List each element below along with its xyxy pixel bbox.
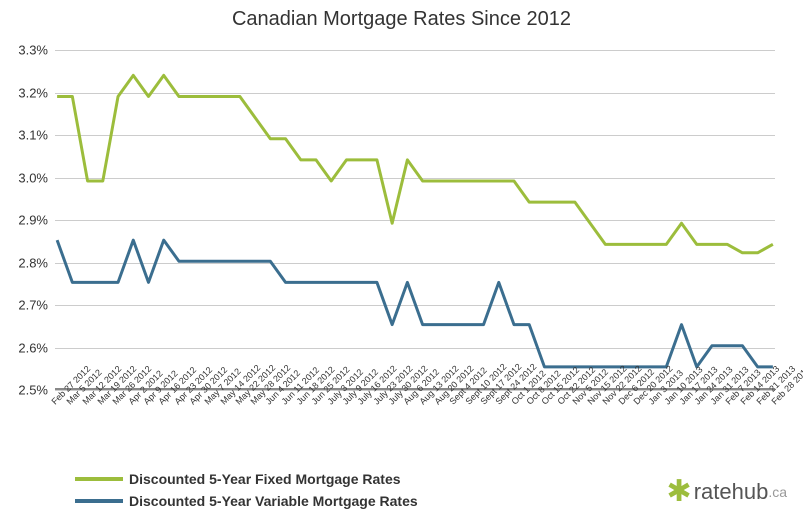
x-axis-label: Sept 24 2012 xyxy=(494,399,501,406)
y-axis-label: 2.7% xyxy=(18,298,48,313)
y-axis-label: 2.6% xyxy=(18,340,48,355)
logo-star-icon: ✱ xyxy=(667,474,692,509)
x-axis-label: Jun 18 2012 xyxy=(295,399,302,406)
x-axis-label: Feb 7 2013 xyxy=(723,399,730,406)
logo-suffix: .ca xyxy=(768,484,787,500)
x-axis-label: July 23 2012 xyxy=(371,399,378,406)
plot-area xyxy=(55,50,775,390)
x-axis-label: Mar 5 2012 xyxy=(65,399,72,406)
legend-item: Discounted 5-Year Variable Mortgage Rate… xyxy=(75,493,418,509)
x-axis-label: Apr 16 2012 xyxy=(157,399,164,406)
series-line xyxy=(57,240,773,367)
x-axis-label: Mar 26 2012 xyxy=(111,399,118,406)
x-axis-label: May 14 2012 xyxy=(218,399,225,406)
x-axis-label: Aug 6 2012 xyxy=(402,399,409,406)
x-axis-label: Nov 22 2012 xyxy=(601,399,608,406)
x-axis-label: Jun 11 2012 xyxy=(279,399,286,406)
y-axis: 3.3%3.2%3.1%3.0%2.9%2.8%2.7%2.6%2.5% xyxy=(0,50,52,390)
x-axis-label: Jun 25 2012 xyxy=(310,399,317,406)
x-axis-label: Oct 15 2012 xyxy=(540,399,547,406)
x-axis-label: Feb 21 2013 xyxy=(754,399,761,406)
ratehub-logo: ✱ ratehub .ca xyxy=(667,474,787,509)
x-axis-label: Aug 20 2012 xyxy=(432,399,439,406)
y-axis-label: 3.3% xyxy=(18,43,48,58)
x-axis-label: July 30 2012 xyxy=(386,399,393,406)
x-axis-label: Dec 6 2012 xyxy=(616,399,623,406)
legend-swatch xyxy=(75,499,123,503)
x-axis-label: Feb 28 2013 xyxy=(769,399,776,406)
x-axis-label: Sept 10 2012 xyxy=(463,399,470,406)
x-axis-label: Apr 23 2012 xyxy=(172,399,179,406)
x-axis-label: Sept 4 2012 xyxy=(448,399,455,406)
legend-swatch xyxy=(75,477,123,481)
x-axis-label: Feb 14 2013 xyxy=(739,399,746,406)
y-axis-label: 3.2% xyxy=(18,85,48,100)
x-axis-label: Aug 13 2012 xyxy=(417,399,424,406)
y-axis-label: 3.0% xyxy=(18,170,48,185)
x-axis-label: Nov 15 2012 xyxy=(586,399,593,406)
x-axis-label: Mar 19 2012 xyxy=(95,399,102,406)
x-axis-label: Jan 31 2013 xyxy=(708,399,715,406)
x-axis-label: Apr 30 2012 xyxy=(187,399,194,406)
x-axis-label: Oct 8 2012 xyxy=(524,399,531,406)
x-axis-label: Dec 20 2012 xyxy=(632,399,639,406)
x-axis-label: May 22 2012 xyxy=(233,399,240,406)
x-axis-label: Jan 24 2013 xyxy=(693,399,700,406)
x-axis-label: Nov 5 2012 xyxy=(570,399,577,406)
x-axis-label: May 28 2012 xyxy=(249,399,256,406)
x-axis-label: Feb 27 2012 xyxy=(49,399,56,406)
x-axis-label: Oct 1 2012 xyxy=(509,399,516,406)
y-axis-label: 3.1% xyxy=(18,128,48,143)
x-axis-label: Apr 9 2012 xyxy=(141,399,148,406)
x-axis-label: Oct 22 2012 xyxy=(555,399,562,406)
x-axis-label: Jan 10 2013 xyxy=(662,399,669,406)
legend-label: Discounted 5-Year Fixed Mortgage Rates xyxy=(129,471,401,487)
legend: Discounted 5-Year Fixed Mortgage Rates Di… xyxy=(75,471,418,515)
series-line xyxy=(57,75,773,252)
y-axis-label: 2.9% xyxy=(18,213,48,228)
x-axis-label: Jan 3 2013 xyxy=(647,399,654,406)
x-axis-label: July 16 2012 xyxy=(356,399,363,406)
x-axis-label: Jun 4 2012 xyxy=(264,399,271,406)
x-axis-label: Jan 17 2013 xyxy=(678,399,685,406)
y-axis-label: 2.8% xyxy=(18,255,48,270)
x-axis-label: Sept 17 2012 xyxy=(478,399,485,406)
chart-container: Canadian Mortgage Rates Since 2012 3.3% 3… xyxy=(0,0,803,529)
x-axis-label: May 7 2012 xyxy=(203,399,210,406)
chart-lines xyxy=(55,50,775,388)
x-axis-label: July 3 2012 xyxy=(325,399,332,406)
chart-title: Canadian Mortgage Rates Since 2012 xyxy=(0,0,803,31)
legend-item: Discounted 5-Year Fixed Mortgage Rates xyxy=(75,471,418,487)
logo-brand: ratehub xyxy=(694,479,769,505)
x-axis-label: July 9 2012 xyxy=(341,399,348,406)
legend-label: Discounted 5-Year Variable Mortgage Rate… xyxy=(129,493,418,509)
x-axis: Feb 27 2012Mar 5 2012Mar 12 2012Mar 19 2… xyxy=(55,394,775,474)
y-axis-label: 2.5% xyxy=(18,383,48,398)
x-axis-label: Mar 12 2012 xyxy=(80,399,87,406)
x-axis-label: Apr 2 2012 xyxy=(126,399,133,406)
